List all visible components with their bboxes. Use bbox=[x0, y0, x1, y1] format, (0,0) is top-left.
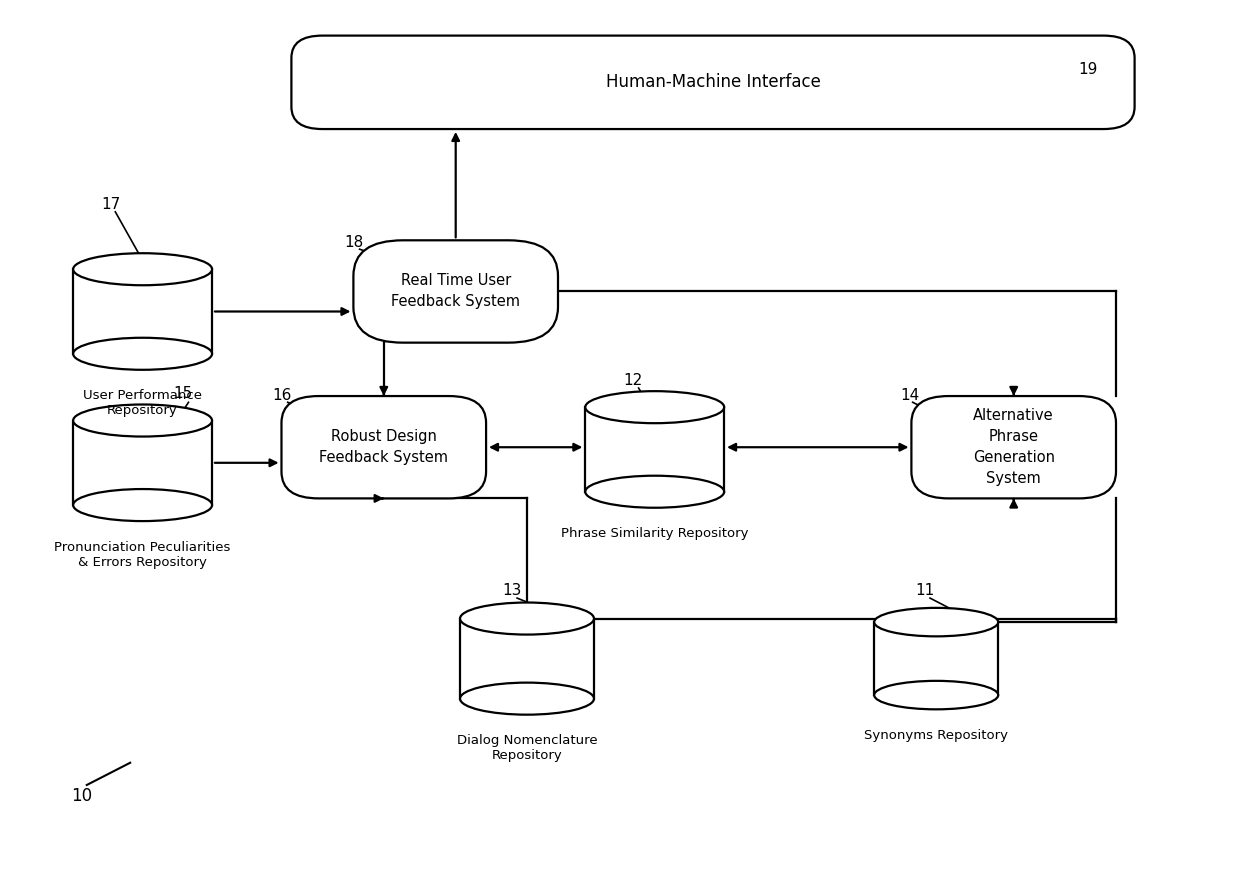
Bar bbox=[73, 269, 212, 353]
FancyBboxPatch shape bbox=[291, 36, 1135, 129]
Ellipse shape bbox=[874, 608, 998, 636]
Ellipse shape bbox=[460, 683, 594, 715]
Text: 18: 18 bbox=[345, 235, 365, 249]
Text: 19: 19 bbox=[1079, 62, 1099, 77]
Ellipse shape bbox=[585, 475, 724, 507]
Text: 11: 11 bbox=[915, 584, 935, 598]
Text: Pronunciation Peculiarities
& Errors Repository: Pronunciation Peculiarities & Errors Rep… bbox=[55, 540, 231, 569]
Text: 15: 15 bbox=[174, 386, 193, 400]
FancyBboxPatch shape bbox=[353, 240, 558, 343]
Ellipse shape bbox=[73, 404, 212, 437]
Ellipse shape bbox=[73, 253, 212, 285]
Text: 12: 12 bbox=[624, 374, 644, 388]
Text: 16: 16 bbox=[273, 388, 293, 402]
FancyBboxPatch shape bbox=[281, 396, 486, 498]
FancyBboxPatch shape bbox=[911, 396, 1116, 498]
Ellipse shape bbox=[874, 681, 998, 709]
Text: 10: 10 bbox=[71, 787, 92, 805]
Text: 14: 14 bbox=[900, 388, 920, 402]
Bar bbox=[460, 619, 594, 699]
Ellipse shape bbox=[73, 337, 212, 369]
Text: Real Time User
Feedback System: Real Time User Feedback System bbox=[391, 273, 521, 310]
Text: Dialog Nomenclature
Repository: Dialog Nomenclature Repository bbox=[456, 734, 598, 762]
Text: Human-Machine Interface: Human-Machine Interface bbox=[605, 73, 821, 92]
Ellipse shape bbox=[460, 603, 594, 635]
Text: 17: 17 bbox=[102, 198, 122, 212]
Ellipse shape bbox=[73, 490, 212, 522]
Ellipse shape bbox=[585, 392, 724, 423]
Text: Synonyms Repository: Synonyms Repository bbox=[864, 729, 1008, 742]
Text: User Performance
Repository: User Performance Repository bbox=[83, 390, 202, 417]
Text: Robust Design
Feedback System: Robust Design Feedback System bbox=[319, 429, 449, 465]
Bar bbox=[874, 622, 998, 695]
Bar bbox=[73, 420, 212, 505]
Text: 13: 13 bbox=[502, 584, 522, 598]
Bar bbox=[585, 407, 724, 491]
Text: Phrase Similarity Repository: Phrase Similarity Repository bbox=[560, 527, 749, 540]
Text: Alternative
Phrase
Generation
System: Alternative Phrase Generation System bbox=[972, 409, 1055, 486]
